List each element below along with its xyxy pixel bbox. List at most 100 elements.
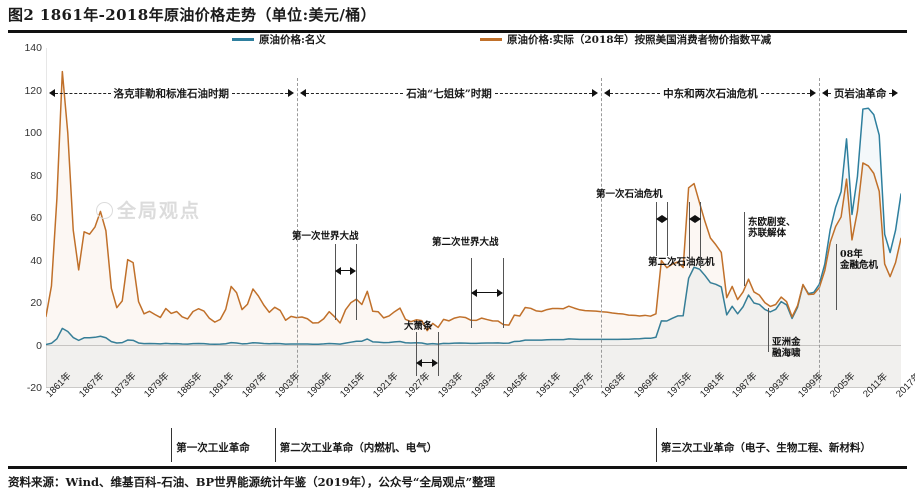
series-area: [46, 71, 901, 388]
arrow-right-icon: [661, 214, 668, 223]
arrow-right-icon: [592, 89, 599, 97]
annotation-span-wwi: [334, 266, 357, 275]
annotation-rule-oil-crisis-2: [699, 202, 701, 268]
legend-label-nominal: 原油价格:名义: [259, 34, 326, 46]
revolution-label: 第三次工业革命（电子、生物工程、新材料）: [660, 442, 871, 454]
annotation-rule-wwi: [334, 244, 336, 320]
revolution-label: 第二次工业革命（内燃机、电气）: [279, 442, 438, 454]
arrow-right-icon: [810, 89, 817, 97]
arrow-left-icon: [822, 89, 829, 97]
y-axis-tick: 120: [24, 84, 42, 97]
era-bracket: 页岩油革命: [822, 86, 898, 100]
annotation-label-oil-crisis-1: 第一次石油危机: [596, 189, 663, 200]
series-line-0: [46, 107, 901, 346]
legend-item-nominal: 原油价格:名义: [232, 32, 326, 47]
annotation-label-soviet-collapse: 东欧剧变、 苏联解体: [748, 217, 796, 239]
arrow-left-icon: [49, 89, 55, 97]
arrow-left-icon: [604, 89, 611, 97]
era-line: [610, 92, 661, 94]
revolution-divider: [655, 428, 657, 462]
era-line: [494, 92, 593, 94]
era-line: [889, 92, 892, 94]
y-axis-tick: -20: [26, 382, 42, 394]
chart-legend: 原油价格:名义 原油价格:实际（2018年）按照美国消费者物价指数平减: [0, 32, 915, 48]
arrow-right-icon: [497, 288, 504, 297]
annotation-rule-oil-crisis-1: [655, 202, 657, 256]
page-title: 图2 1861年-2018年原油价格走势（单位:美元/桶）: [8, 6, 376, 24]
series-area: [46, 108, 901, 388]
x-axis-labels: 1861年 1867年 1873年 1879年 1885年 1891年 1897年 1903年…: [0, 370, 915, 444]
y-axis-tick: 60: [30, 212, 42, 224]
era-divider: [296, 78, 298, 388]
annotation-span-oil-crisis-2: [688, 214, 701, 223]
annotation-label-wwii: 第二次世界大战: [432, 237, 499, 248]
series-line-1: [46, 70, 901, 332]
legend-swatch-real: [480, 38, 502, 41]
annotation-rule-great-depression: [416, 332, 418, 376]
arrow-right-icon: [694, 214, 701, 223]
era-label: 中东和两次石油危机: [663, 87, 758, 100]
y-axis-tick: 0: [36, 339, 42, 352]
annotation-span-wwii: [470, 288, 504, 297]
annotation-rule-soviet-collapse: [744, 212, 745, 286]
era-label: 石油“七姐妹”时期: [406, 87, 492, 100]
era-line: [305, 92, 404, 94]
arrow-left-icon: [299, 89, 306, 97]
arrow-left-icon: [655, 214, 662, 223]
era-line: [828, 92, 831, 94]
era-bracket: 石油“七姐妹”时期: [299, 86, 599, 100]
era-divider: [601, 78, 603, 388]
title-divider: [8, 30, 907, 33]
arrow-right-icon: [287, 89, 294, 97]
era-line: [232, 92, 288, 94]
arrow-left-icon: [334, 266, 341, 275]
era-divider: [819, 78, 821, 388]
revolution-divider: [171, 428, 173, 462]
annotation-rule-great-depression: [438, 332, 440, 376]
annotation-label-oil-crisis-2: 第二次石油危机: [648, 257, 715, 268]
y-axis-tick: 20: [30, 297, 42, 309]
legend-swatch-nominal: [232, 38, 254, 41]
annotation-span-oil-crisis-1: [655, 214, 668, 223]
era-bracket: 中东和两次石油危机: [604, 86, 817, 100]
era-label: 页岩油革命: [833, 87, 887, 100]
arrow-left-icon: [470, 288, 477, 297]
annotation-label-great-depression: 大萧条: [404, 321, 433, 332]
revolution-label: 第一次工业革命: [176, 442, 250, 454]
arrow-right-icon: [350, 266, 357, 275]
y-axis-tick: 140: [24, 42, 42, 54]
annotation-rule-oil-crisis-1: [666, 202, 668, 256]
y-axis-labels: 140 120 100 80 60 40 20 0 -20: [0, 42, 42, 408]
annotation-rule-wwii: [503, 258, 505, 328]
annotation-rule-oil-crisis-2: [688, 202, 690, 268]
arrow-right-icon: [891, 89, 898, 97]
chart-canvas: [46, 48, 901, 388]
arrow-right-icon: [432, 358, 439, 367]
source-note: 资料来源：Wind、维基百科-石油、BP世界能源统计年鉴（2019年），公众号“…: [8, 475, 496, 489]
era-line: [55, 92, 111, 94]
annotation-label-wwi: 第一次世界大战: [292, 231, 359, 242]
y-axis-tick: 100: [24, 127, 42, 139]
annotation-span-great-depression: [416, 358, 439, 367]
era-line: [760, 92, 811, 94]
annotation-rule-financial-crisis-08: [836, 244, 837, 310]
span-bar: [422, 362, 433, 363]
y-axis-tick: 80: [30, 169, 42, 182]
legend-label-real: 原油价格:实际（2018年）按照美国消费者物价指数平减: [507, 34, 772, 46]
annotation-label-asian-financial-crisis: 亚洲金 融海啸: [772, 337, 801, 359]
legend-item-real: 原油价格:实际（2018年）按照美国消费者物价指数平减: [480, 32, 771, 47]
plot-area: [46, 48, 901, 388]
chart-title-bar: 图2 1861年-2018年原油价格走势（单位:美元/桶）: [8, 4, 907, 33]
annotation-rule-wwi: [356, 244, 358, 320]
y-axis-tick: 40: [30, 254, 42, 267]
arrow-left-icon: [416, 358, 423, 367]
annotation-rule-asian-financial-crisis: [768, 308, 769, 352]
span-bar: [340, 270, 351, 271]
era-label: 洛克菲勒和标准石油时期: [113, 87, 230, 100]
footer-divider: [8, 466, 907, 469]
arrow-left-icon: [688, 214, 695, 223]
revolution-divider: [274, 428, 276, 462]
era-bracket: 洛克菲勒和标准石油时期: [49, 86, 294, 100]
annotation-label-financial-crisis-08: 08年 金融危机: [840, 249, 879, 271]
